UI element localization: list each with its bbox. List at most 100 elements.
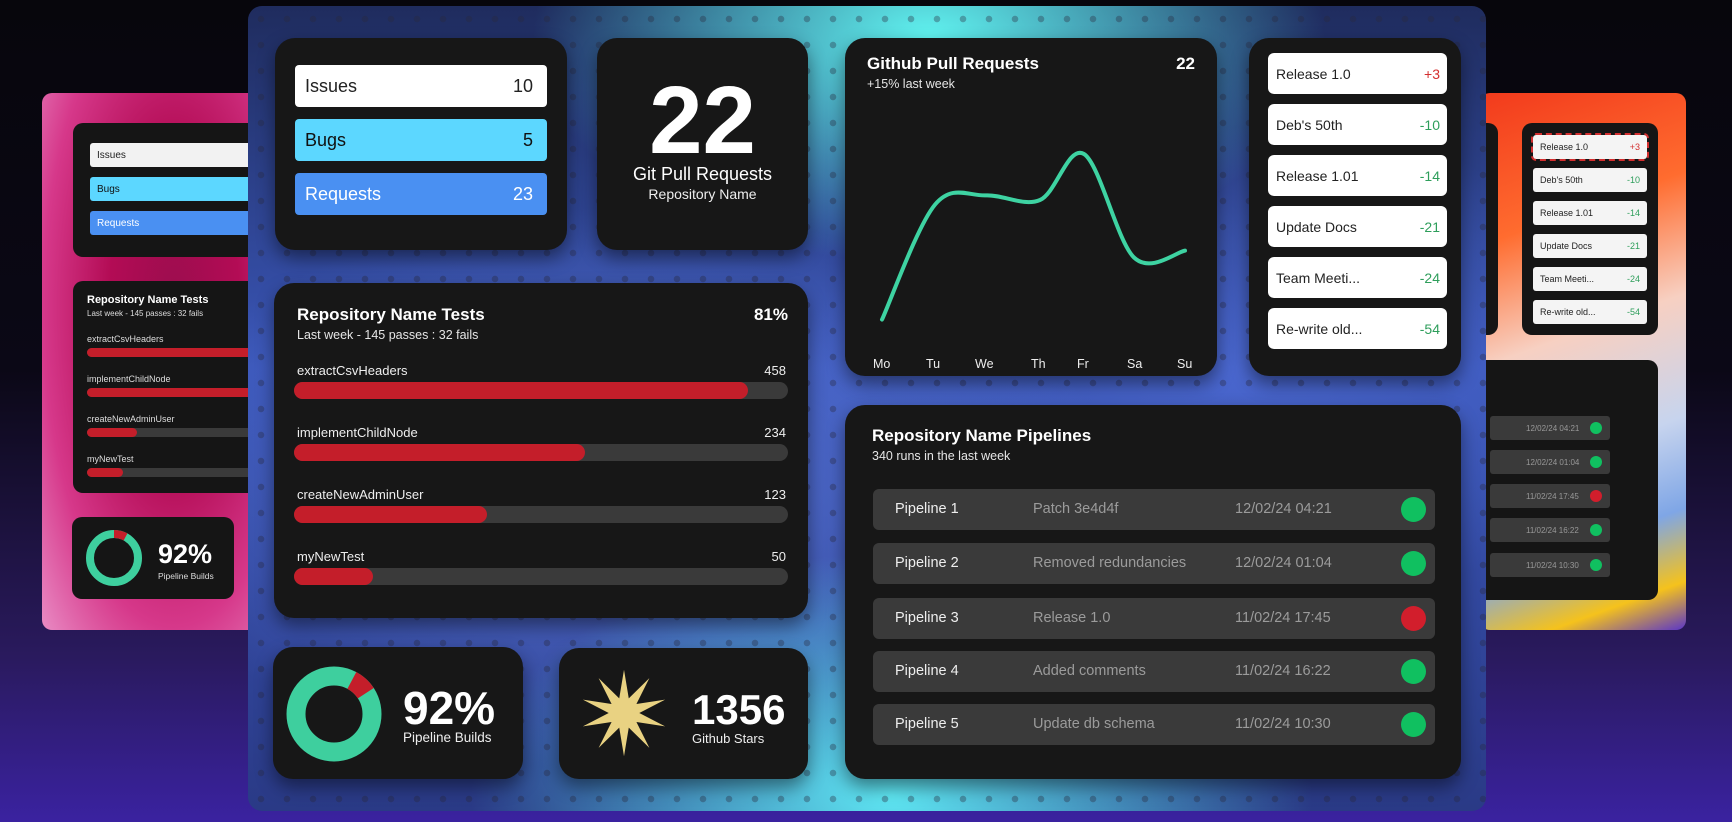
mini-releases-card: Release 1.0 +3 Deb's 50th -10 Release 1.01… [1522,123,1658,335]
bugs-row[interactable]: Bugs 5 [295,119,547,161]
day-label: Fr [1077,357,1089,371]
mini-test-bar [87,428,262,437]
test-progress-bar [294,506,788,523]
mini-release-row: Release 1.01 -14 [1533,201,1647,225]
release-row[interactable]: Update Docs -21 [1268,206,1447,247]
requests-row[interactable]: Requests 23 [295,173,547,215]
pipeline-description: Update db schema [1033,716,1155,732]
release-row[interactable]: Deb's 50th -10 [1268,104,1447,145]
test-count: 458 [764,363,786,378]
pipeline-status-dot [1401,606,1426,631]
tests-title: Repository Name Tests [297,305,485,324]
bugs-value: 5 [522,129,533,150]
test-name: extractCsvHeaders [297,363,408,378]
tests-card: Repository Name Tests 81% Last week - 14… [274,283,808,618]
bugs-label: Bugs [305,129,347,150]
mini-status-dot [1590,524,1602,536]
issues-label: Issues [305,75,358,96]
test-progress-bar [294,568,788,585]
mini-builds-card: 92% Pipeline Builds [72,517,234,599]
pipeline-timestamp: 11/02/24 17:45 [1235,610,1331,626]
pipeline-name: Pipeline 4 [895,663,959,679]
day-label: Mo [873,357,891,371]
pipelines-card: Repository Name Pipelines 340 runs in th… [845,405,1461,779]
pipeline-timestamp: 11/02/24 10:30 [1235,716,1331,732]
mini-release-row: Release 1.0 +3 [1531,133,1649,161]
builds-donut-track [286,666,382,762]
test-progress-fill [294,568,374,585]
release-row[interactable]: Team Meeti... -24 [1268,257,1447,298]
issues-value: 10 [512,75,533,96]
builds-card: 92% Pipeline Builds [273,647,523,779]
issues-row[interactable]: Issues 10 [295,65,547,107]
mini-test-bar [87,388,262,397]
pipeline-timestamp: 11/02/24 16:22 [1235,663,1331,679]
release-name: Re-write old... [1276,320,1363,337]
test-progress-fill [294,444,586,461]
test-name: myNewTest [297,549,365,564]
pull-requests-count: 22 [649,67,756,174]
pipeline-timestamp: 12/02/24 01:04 [1235,555,1332,571]
day-label: Th [1031,357,1046,371]
mini-status-dot [1590,559,1602,571]
pipeline-row[interactable]: Pipeline 5 Update db schema 11/02/24 10:30 [873,704,1435,745]
pull-requests-stat-card: 22 Git Pull Requests Repository Name [597,38,808,250]
pipeline-row[interactable]: Pipeline 3 Release 1.0 11/02/24 17:45 [873,598,1435,639]
mini-test-fill [87,388,262,397]
pipeline-name: Pipeline 5 [895,716,959,732]
pull-requests-label: Git Pull Requests [632,164,773,184]
pipeline-row[interactable]: Pipeline 4 Added comments 11/02/24 16:22 [873,651,1435,692]
release-delta: -14 [1419,167,1440,184]
pipeline-timestamp: 12/02/24 04:21 [1235,501,1332,517]
test-count: 50 [771,549,786,564]
pipeline-row[interactable]: Pipeline 2 Removed redundancies 12/02/24 0… [873,543,1435,584]
mini-tests-subtitle: Last week - 145 passes : 32 fails [87,309,204,318]
pipeline-status-dot [1401,551,1426,576]
counts-card: Issues 10 Bugs 5 Requests 23 [275,38,567,250]
release-name: Release 1.0 [1276,65,1351,82]
mini-test-bar [87,348,262,357]
pipeline-name: Pipeline 3 [895,610,959,626]
pipeline-status-dot [1401,712,1426,737]
stars-value: 1356 [692,686,786,733]
pipeline-row[interactable]: Pipeline 1 Patch 3e4d4f 12/02/24 04:21 [873,489,1435,530]
mini-release-row: Re-write old... -54 [1533,300,1647,324]
requests-label: Requests [305,183,382,204]
stars-label: Github Stars [692,731,765,746]
release-name: Deb's 50th [1276,116,1343,133]
star-icon [582,669,666,757]
mini-pipeline-row: 12/02/24 01:04 [1490,450,1610,474]
pipeline-status-dot [1401,497,1426,522]
release-name: Update Docs [1276,218,1357,235]
release-row[interactable]: Re-write old... -54 [1268,308,1447,349]
mini-builds-label: Pipeline Builds [158,571,214,581]
chart-subtitle: +15% last week [867,77,955,91]
day-label: Tu [926,357,941,371]
test-progress-bar [294,444,788,461]
mini-test-fill [87,428,137,437]
dashboard-panel: Issues 10 Bugs 5 Requests 23 22 Git Pull… [248,6,1486,811]
release-name: Release 1.01 [1276,167,1359,184]
pipeline-description: Patch 3e4d4f [1033,501,1119,517]
right-backdrop-panel: Release 1.0 +3 Deb's 50th -10 Release 1.01… [1480,93,1686,630]
test-progress-fill [294,382,749,399]
mini-status-dot [1590,490,1602,502]
pipeline-description: Added comments [1033,663,1146,679]
mini-builds-value: 92% [158,539,213,569]
pipelines-title: Repository Name Pipelines [872,426,1092,445]
tests-percent: 81% [753,305,788,324]
requests-value: 23 [512,183,533,204]
mini-test-bar [87,468,262,477]
release-row[interactable]: Release 1.0 +3 [1268,53,1447,94]
mini-release-row: Update Docs -21 [1533,234,1647,258]
release-name: Team Meeti... [1276,269,1361,286]
tests-subtitle: Last week - 145 passes : 32 fails [297,328,479,342]
mini-status-dot [1590,422,1602,434]
day-label: We [975,357,994,371]
release-row[interactable]: Release 1.01 -14 [1268,155,1447,196]
releases-card: Release 1.0 +3 Deb's 50th -10 Release 1.01… [1249,38,1461,376]
